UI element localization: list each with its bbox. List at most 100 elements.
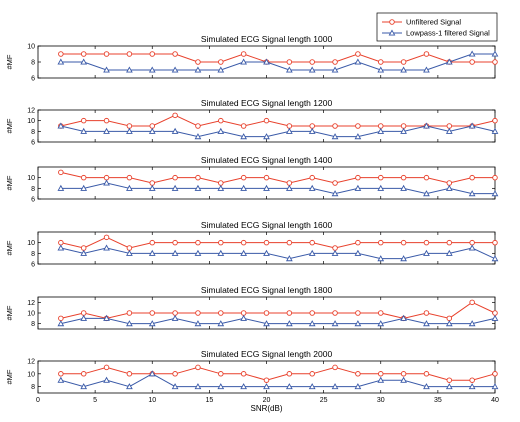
y-tick-label: 8 [31,384,35,391]
data-point-triangle [57,244,65,251]
y-tick-label: 6 [31,197,35,204]
y-tick-label: 12 [27,300,35,307]
data-point-triangle [445,127,453,134]
data-point-circle [469,174,475,181]
data-point-circle [355,239,361,246]
chart-panel-2: Simulated ECG Signal length 1400 6 8 10 #MF [5,155,499,204]
data-point-circle [126,123,133,129]
y-tick-label: 10 [27,44,35,51]
data-point-circle [492,371,498,377]
data-point-triangle [171,127,179,134]
data-point-circle [218,310,224,316]
chart-panel-3: Simulated ECG Signal length 1600 6 8 10 #MF [5,220,499,269]
data-point-circle [218,239,224,246]
data-point-triangle [194,383,202,390]
data-point-circle [240,239,247,246]
data-point-triangle [285,383,293,390]
y-tick-label: 10 [27,311,35,318]
data-point-circle [286,123,293,129]
data-point-triangle [80,127,88,134]
y-axis-label: #MF [5,175,14,190]
data-point-circle [469,299,475,306]
data-point-circle [332,180,338,186]
data-point-circle [126,174,133,181]
data-point-triangle [491,50,499,57]
data-point-triangle [57,376,65,383]
data-point-circle [309,310,315,316]
data-point-circle [126,371,133,377]
data-point-triangle [377,66,385,73]
data-point-triangle [308,249,316,256]
data-point-circle [378,239,384,246]
data-point-circle [263,310,270,316]
data-point-triangle [331,383,339,390]
data-point-triangle [57,184,65,191]
data-point-circle [80,117,87,124]
data-point-circle [309,59,315,65]
data-point-triangle [194,66,202,73]
data-point-circle [172,112,178,119]
data-point-triangle [217,184,225,191]
data-point-triangle [354,58,362,65]
data-point-triangle [331,133,339,140]
data-point-triangle [331,320,339,327]
data-point-circle [58,371,64,377]
data-point-circle [58,315,64,322]
data-point-circle [400,123,407,129]
data-point-triangle [103,244,110,251]
data-point-circle [149,123,155,129]
data-point-triangle [171,314,179,321]
data-point-circle [286,59,293,65]
data-point-circle [195,174,201,181]
series-line-0 [60,171,495,184]
y-tick-label: 8 [31,251,35,258]
data-point-triangle [377,184,385,191]
series-line-0 [60,114,496,127]
data-point-circle [263,117,270,124]
data-point-triangle [57,58,65,65]
data-point-triangle [217,66,225,73]
data-point-circle [58,239,64,246]
data-point-triangle [308,127,316,134]
data-point-circle [355,51,361,57]
data-point-circle [378,371,384,377]
data-point-triangle [80,184,88,191]
data-point-circle [469,377,475,383]
data-point-triangle [285,184,293,191]
data-point-circle [195,59,201,65]
data-point-triangle [240,314,248,321]
data-point-circle [103,51,110,57]
y-tick-label: 12 [27,108,35,115]
data-point-triangle [468,244,476,251]
data-point-triangle [80,249,88,256]
x-tick-label: 40 [491,397,499,404]
data-point-triangle [400,127,407,134]
data-point-circle [332,310,338,316]
data-point-circle [423,371,430,377]
data-point-triangle [103,314,110,321]
y-tick-label: 8 [31,129,35,136]
data-point-triangle [308,383,316,390]
x-tick-label: 35 [434,397,442,404]
data-point-triangle [354,133,362,140]
series-line-1 [60,373,495,388]
data-point-circle [446,180,453,186]
data-point-circle [195,310,201,316]
data-point-triangle [400,255,407,262]
data-point-circle [103,117,110,124]
data-point-circle [400,239,407,246]
data-point-triangle [445,184,453,191]
data-point-circle [400,174,407,181]
data-point-circle [400,371,407,377]
data-point-triangle [423,190,430,197]
data-point-triangle [148,320,156,327]
data-point-circle [332,245,338,251]
data-point-triangle [263,133,270,140]
data-point-circle [355,123,361,129]
data-point-triangle [468,190,476,197]
data-point-circle [423,51,430,57]
series-line-1 [60,182,495,195]
series-line-0 [60,301,496,319]
panel-title: Simulated ECG Signal length 1800 [201,285,333,295]
data-point-circle [172,174,178,181]
